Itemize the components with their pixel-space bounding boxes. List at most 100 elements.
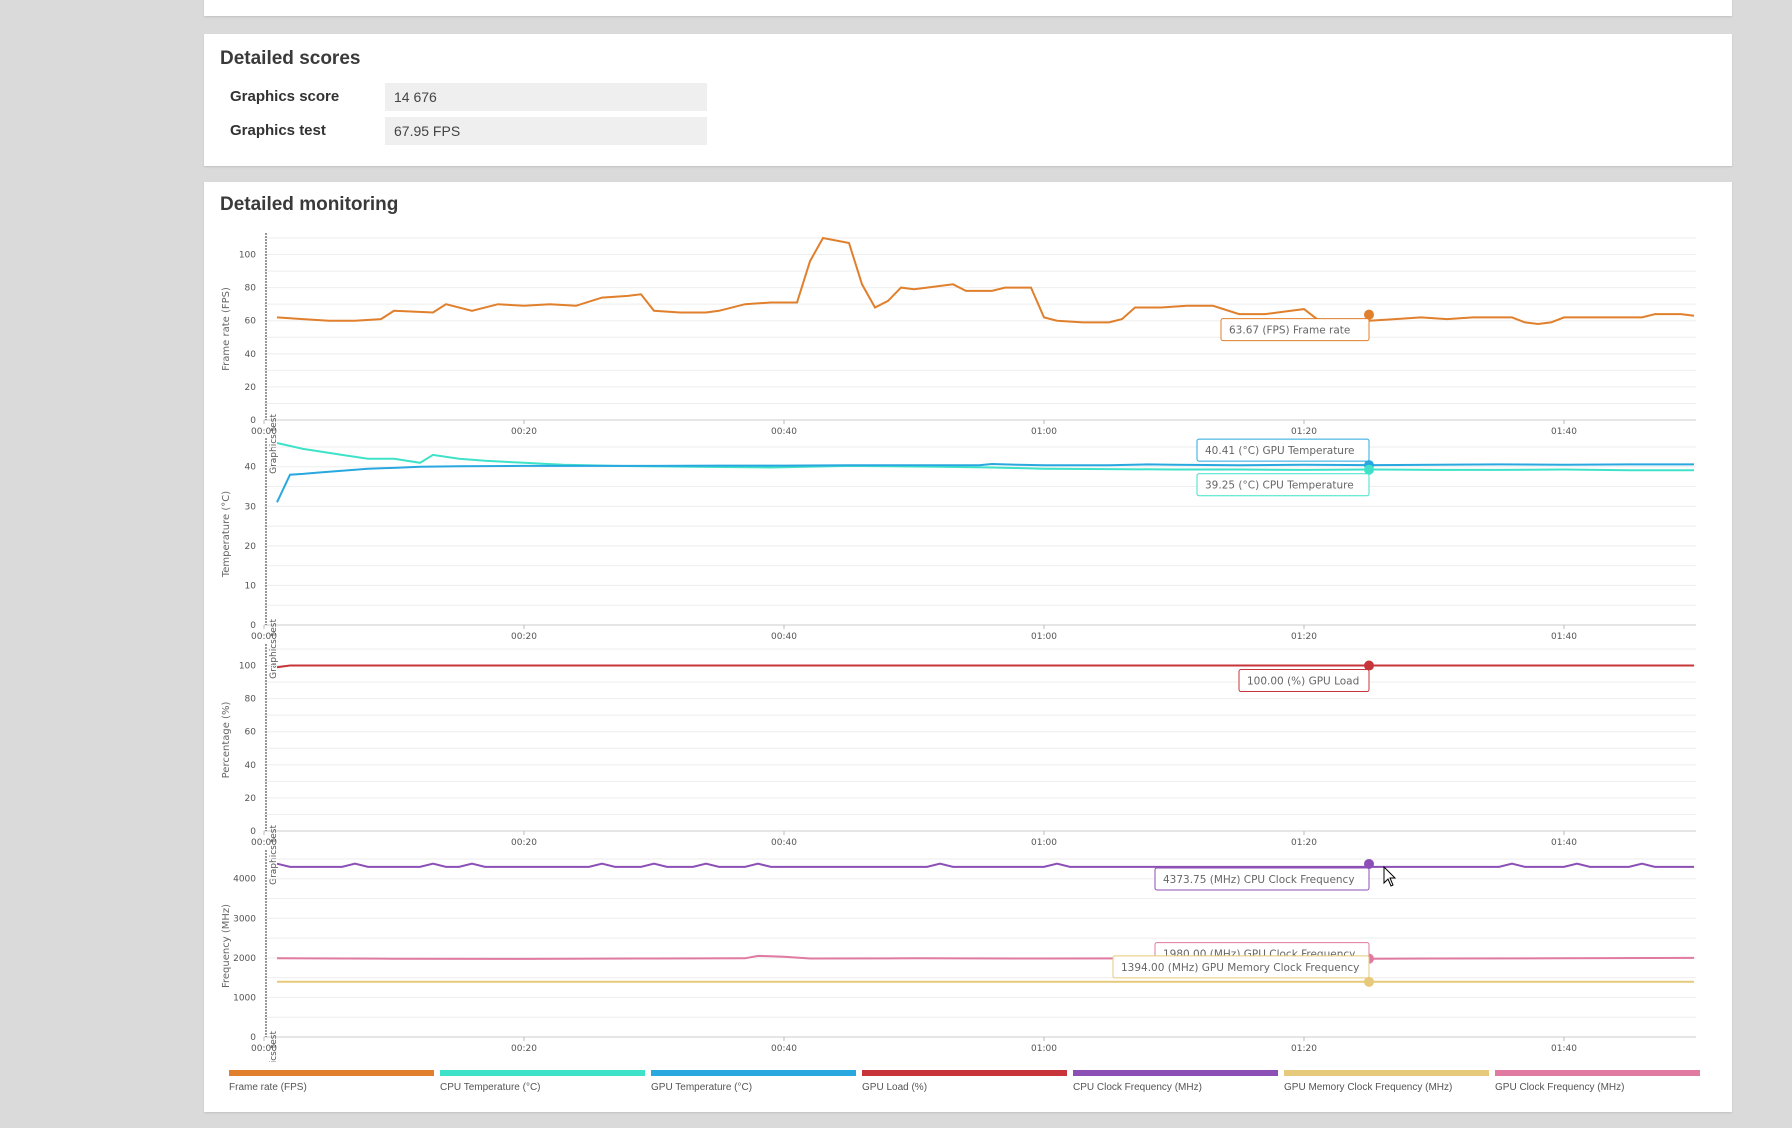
- y-tick-label: 40: [245, 761, 257, 771]
- y-tick-label: 0: [250, 621, 256, 631]
- x-tick-label: 00:40: [771, 427, 797, 437]
- y-tick-label: 20: [245, 794, 257, 804]
- test-marker-label: Graphics test: [269, 825, 279, 885]
- y-axis-label: Temperature (°C): [221, 491, 232, 578]
- legend-swatch: [1284, 1070, 1489, 1076]
- x-tick-label: 00:40: [771, 838, 797, 848]
- legend-label: GPU Clock Frequency (MHz): [1495, 1082, 1625, 1093]
- x-tick-label: 00:40: [771, 1044, 797, 1054]
- y-tick-label: 10: [245, 581, 257, 591]
- tooltip-box: [1220, 318, 1370, 342]
- tooltip-box: [1238, 669, 1370, 693]
- graphics-test-label: Graphics test: [230, 122, 326, 139]
- series-line: [276, 442, 1694, 472]
- graphics-test-value: 67.95 FPS: [385, 117, 707, 145]
- x-tick-label: 01:40: [1551, 427, 1577, 437]
- tooltip-box: [1196, 438, 1370, 462]
- y-tick-label: 0: [250, 1033, 256, 1043]
- hover-point-marker: [1364, 858, 1374, 869]
- x-tick-label: 01:20: [1291, 1044, 1317, 1054]
- x-tick-label: 00:20: [511, 427, 537, 437]
- tooltip-text: 40.41 (°C) GPU Temperature: [1205, 445, 1355, 457]
- test-marker-label: Graphics test: [269, 414, 279, 474]
- y-tick-label: 60: [245, 317, 257, 327]
- x-tick-label: 00:20: [511, 632, 537, 642]
- x-tick-label: 01:00: [1031, 838, 1057, 848]
- detailed-monitoring-card: Detailed monitoring 0 20 40 60 80 100 Frame ra…: [204, 182, 1732, 1112]
- series-line: [276, 862, 1694, 868]
- legend-item[interactable]: GPU Temperature (°C): [651, 1070, 856, 1093]
- previous-card: [204, 0, 1732, 16]
- tooltip-box: [1196, 473, 1370, 497]
- legend-item[interactable]: CPU Temperature (°C): [440, 1070, 645, 1093]
- y-tick-label: 0: [250, 416, 256, 426]
- legend-item[interactable]: GPU Memory Clock Frequency (MHz): [1284, 1070, 1489, 1093]
- legend-swatch: [1495, 1070, 1700, 1076]
- y-tick-label: 0: [250, 827, 256, 837]
- detailed-scores-card: Detailed scores Graphics score 14 676 Gr…: [204, 34, 1732, 166]
- x-tick-label: 01:20: [1291, 632, 1317, 642]
- y-tick-label: 40: [245, 463, 257, 473]
- tooltip-text: 100.00 (%) GPU Load: [1247, 676, 1359, 688]
- tooltip-text: 4373.75 (MHz) CPU Clock Frequency: [1163, 874, 1355, 886]
- graphics-test-row: Graphics test 67.95 FPS: [230, 117, 710, 145]
- tooltip-text: 63.67 (FPS) Frame rate: [1229, 325, 1350, 337]
- y-tick-label: 30: [245, 502, 257, 512]
- legend-label: GPU Temperature (°C): [651, 1082, 753, 1093]
- y-tick-label: 1000: [233, 993, 256, 1003]
- x-tick-label: 01:00: [1031, 1044, 1057, 1054]
- y-tick-label: 3000: [233, 914, 256, 924]
- chart-legend: Frame rate (FPS) CPU Temperature (°C) GPU …: [229, 1070, 1709, 1100]
- x-tick-label: 00:20: [511, 1044, 537, 1054]
- series-line: [276, 664, 1694, 669]
- x-tick-label: 01:40: [1551, 632, 1577, 642]
- legend-swatch: [862, 1070, 1067, 1076]
- legend-item[interactable]: Frame rate (FPS): [229, 1070, 434, 1093]
- y-tick-label: 80: [245, 284, 257, 294]
- legend-swatch: [651, 1070, 856, 1076]
- x-tick-label: 00:00: [251, 632, 277, 642]
- graphics-score-label: Graphics score: [230, 88, 340, 105]
- mouse-cursor-icon: [1383, 866, 1397, 887]
- series-line: [276, 236, 1695, 326]
- legend-label: GPU Load (%): [862, 1082, 928, 1093]
- x-tick-label: 01:20: [1291, 427, 1317, 437]
- graphics-score-row: Graphics score 14 676: [230, 83, 710, 111]
- y-axis-label: Frame rate (FPS): [221, 287, 232, 371]
- legend-swatch: [1073, 1070, 1278, 1076]
- legend-item[interactable]: GPU Load (%): [862, 1070, 1067, 1093]
- y-tick-label: 40: [245, 350, 257, 360]
- hover-point-marker: [1364, 309, 1374, 320]
- hover-point-marker: [1364, 660, 1374, 671]
- legend-item[interactable]: CPU Clock Frequency (MHz): [1073, 1070, 1278, 1093]
- y-tick-label: 20: [245, 383, 257, 393]
- detailed-scores-title: Detailed scores: [220, 48, 361, 69]
- legend-swatch: [440, 1070, 645, 1076]
- x-tick-label: 01:40: [1551, 1044, 1577, 1054]
- series-line: [276, 954, 1695, 960]
- tooltip-box: [1112, 955, 1370, 979]
- legend-swatch: [229, 1070, 434, 1076]
- x-tick-label: 00:40: [771, 632, 797, 642]
- x-tick-label: 01:40: [1551, 838, 1577, 848]
- tooltip-box: [1154, 867, 1370, 891]
- x-tick-label: 00:20: [511, 838, 537, 848]
- detailed-monitoring-title: Detailed monitoring: [220, 194, 399, 215]
- y-tick-label: 100: [239, 662, 256, 672]
- hover-point-marker: [1364, 464, 1374, 475]
- x-tick-label: 01:00: [1031, 632, 1057, 642]
- legend-label: CPU Clock Frequency (MHz): [1073, 1082, 1202, 1093]
- y-axis-label: Frequency (MHz): [221, 904, 232, 988]
- legend-item[interactable]: GPU Clock Frequency (MHz): [1495, 1070, 1700, 1093]
- y-tick-label: 2000: [233, 954, 256, 964]
- y-tick-label: 80: [245, 695, 257, 705]
- legend-label: Frame rate (FPS): [229, 1082, 307, 1093]
- hover-point-marker: [1364, 976, 1374, 987]
- x-tick-label: 00:00: [251, 427, 277, 437]
- x-tick-label: 01:00: [1031, 427, 1057, 437]
- tooltip-text: 1394.00 (MHz) GPU Memory Clock Frequency: [1121, 962, 1359, 974]
- x-tick-label: 00:00: [251, 1044, 277, 1054]
- y-tick-label: 60: [245, 728, 257, 738]
- y-tick-label: 20: [245, 542, 257, 552]
